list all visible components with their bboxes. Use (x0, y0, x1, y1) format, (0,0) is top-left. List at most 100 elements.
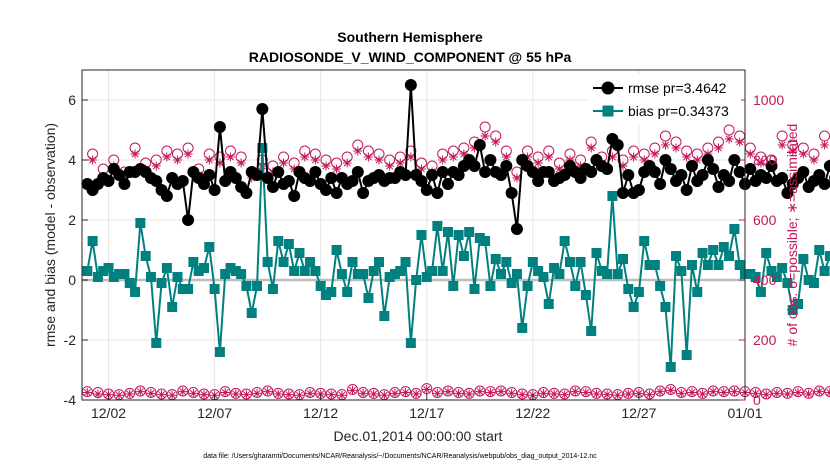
bias-point (814, 245, 825, 255)
obs-assimilated-point (538, 388, 548, 398)
y-right-tick-label-3: 600 (753, 212, 777, 228)
bias-point (527, 257, 538, 267)
obs-assimilated-point (385, 161, 395, 171)
obs-assimilated-point (114, 390, 124, 400)
x-axis: 12/02 12/07 12/12 12/17 12/22 12/27 01/01 (91, 394, 763, 421)
bias-point (808, 278, 819, 288)
bias-point (225, 263, 236, 273)
bias-point (612, 269, 623, 279)
y-tick-label-1: -2 (64, 332, 77, 348)
obs-assimilated-point (88, 155, 98, 165)
bias-point (660, 302, 671, 312)
rmse-point (468, 160, 481, 172)
y-right-tick-label-0: 0 (753, 392, 761, 408)
bias-point (559, 236, 570, 246)
legend-bias-marker (602, 105, 614, 117)
obs-assimilated-point (650, 149, 660, 159)
rmse-series (81, 79, 830, 235)
rmse-point (357, 187, 370, 199)
bias-point (655, 281, 666, 291)
obs-assimilated-point (602, 390, 612, 400)
bias-point (538, 272, 549, 282)
rmse-point (664, 163, 677, 175)
rmse-point (585, 166, 598, 178)
obs-assimilated-point (374, 155, 384, 165)
bias-point (665, 362, 676, 372)
x-tick-label-2: 12/12 (303, 405, 338, 421)
obs-assimilated-point (634, 388, 644, 398)
bias-series (82, 143, 830, 372)
rmse-point (213, 121, 226, 133)
bias-point (448, 281, 459, 291)
bias-point (464, 227, 475, 237)
bias-point (384, 272, 395, 282)
bias-point (82, 266, 93, 276)
obs-assimilated-point (188, 388, 198, 398)
rmse-point (330, 187, 343, 199)
obs-assimilated-point (183, 149, 193, 159)
rmse-point (744, 163, 757, 175)
rmse-point (712, 181, 725, 193)
bias-point (798, 254, 809, 264)
obs-assimilated-point (369, 389, 379, 399)
obs-assimilated-point (310, 155, 320, 165)
obs-assimilated-point (204, 155, 214, 165)
obs-assimilated-point (544, 152, 554, 162)
rmse-point (182, 214, 195, 226)
obs-assimilated-point (576, 161, 586, 171)
obs-assimilated-point (273, 389, 283, 399)
obs-assimilated-point (517, 390, 527, 400)
obs-assimilated-point (618, 161, 628, 171)
bias-point (230, 266, 241, 276)
rmse-point (113, 169, 126, 181)
legend-rmse-marker (601, 81, 615, 95)
rmse-point (272, 166, 285, 178)
obs-assimilated-point (820, 140, 830, 150)
bias-point (145, 272, 156, 282)
obs-assimilated-point (379, 390, 389, 400)
obs-assimilated-point (119, 173, 129, 183)
bias-point (824, 251, 830, 261)
rmse-point (415, 175, 428, 187)
rmse-point (288, 190, 301, 202)
bias-point (336, 269, 347, 279)
obs-assimilated-point (623, 389, 633, 399)
rmse-point (351, 166, 364, 178)
bias-point (389, 269, 400, 279)
rmse-point (282, 175, 295, 187)
bias-point (167, 302, 178, 312)
obs-assimilated-point (448, 152, 458, 162)
bias-point (342, 287, 353, 297)
bias-point (554, 269, 565, 279)
obs-assimilated-point (226, 152, 236, 162)
obs-assimilated-point (172, 155, 182, 165)
rmse-point (452, 169, 465, 181)
rmse-point (426, 169, 439, 181)
obs-assimilated-point (464, 389, 474, 399)
bias-point (591, 248, 602, 258)
bias-point (517, 323, 528, 333)
bias-point (793, 299, 804, 309)
obs-assimilated-point (554, 164, 564, 174)
y-axis-right: 0 200 400 600 800 1000 (739, 92, 784, 408)
rmse-point (510, 223, 523, 235)
bias-point (437, 266, 448, 276)
obs-assimilated-point (157, 390, 167, 400)
obs-assimilated-point (93, 389, 103, 399)
rmse-point (473, 139, 486, 151)
rmse-point (707, 163, 720, 175)
bias-point (692, 287, 703, 297)
bias-point (241, 281, 252, 291)
bias-point (161, 263, 172, 273)
rmse-point (760, 172, 773, 184)
bias-point (522, 281, 533, 291)
obs-assimilated-point (337, 390, 347, 400)
obs-assimilated-point (645, 390, 655, 400)
obs-assimilated-point (125, 389, 135, 399)
bias-point (623, 284, 634, 294)
obs-assimilated-point (178, 387, 188, 397)
bias-point (543, 299, 554, 309)
bias-point (352, 269, 363, 279)
obs-assimilated-point (496, 387, 506, 397)
bias-point (506, 278, 517, 288)
